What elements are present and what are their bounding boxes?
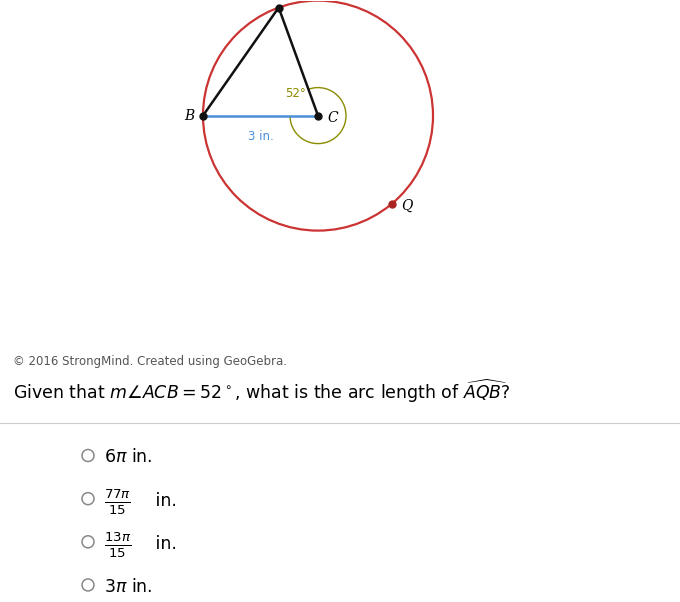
- Text: in.: in.: [150, 535, 177, 553]
- Text: 3 in.: 3 in.: [248, 129, 273, 143]
- Text: $\frac{77\pi}{15}$: $\frac{77\pi}{15}$: [104, 488, 131, 517]
- Text: B: B: [184, 108, 194, 123]
- Text: Q: Q: [401, 199, 412, 213]
- Text: 52°: 52°: [286, 87, 307, 99]
- Text: © 2016 StrongMind. Created using GeoGebra.: © 2016 StrongMind. Created using GeoGebr…: [13, 355, 287, 368]
- Text: $3\pi$ in.: $3\pi$ in.: [104, 578, 152, 596]
- Text: in.: in.: [150, 492, 177, 510]
- Text: C: C: [327, 111, 338, 125]
- Text: $6\pi$ in.: $6\pi$ in.: [104, 448, 152, 467]
- Text: Given that $m\angle ACB = 52^\circ$, what is the arc length of $\widehat{AQB}$?: Given that $m\angle ACB = 52^\circ$, wha…: [13, 378, 511, 405]
- Text: $\frac{13\pi}{15}$: $\frac{13\pi}{15}$: [104, 531, 131, 560]
